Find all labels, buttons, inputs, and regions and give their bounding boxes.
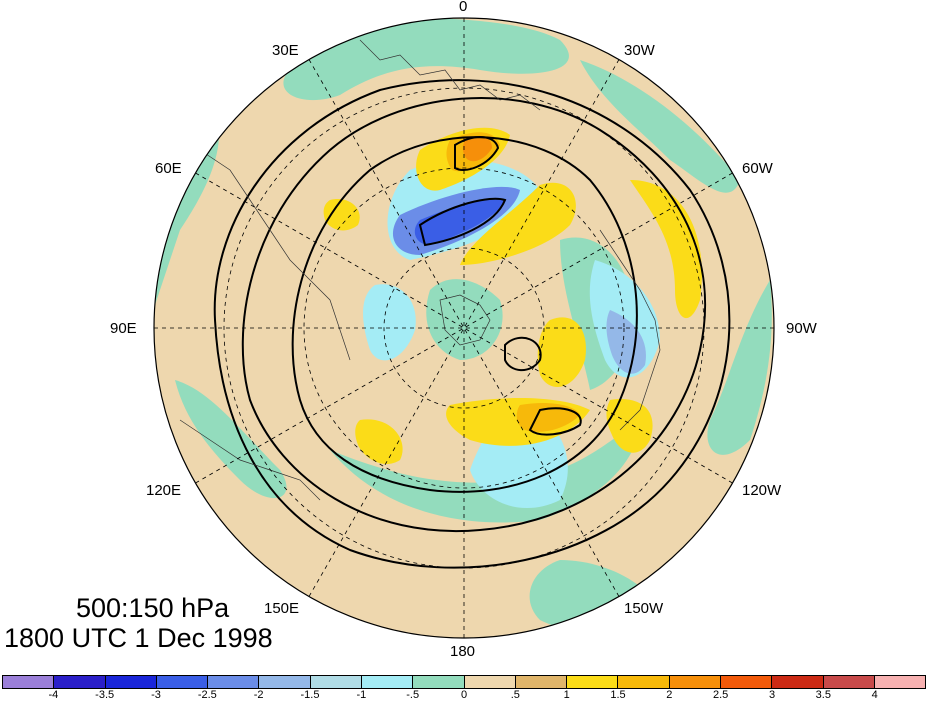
contour-line: [291, 136, 638, 493]
colorbar-tick-label: .5: [510, 689, 520, 701]
colorbar-tick-label: 2.5: [713, 689, 729, 701]
negative-anomaly-region: [363, 284, 416, 361]
positive-anomaly-region: [323, 199, 360, 231]
zero-field-region: [283, 18, 569, 101]
strong-negative-region: [606, 310, 646, 374]
colorbar-segment: [874, 676, 926, 688]
colorbar-segment: [156, 676, 209, 688]
coastline: [439, 294, 491, 346]
colorbar-segment: [567, 676, 619, 688]
contour-line: [504, 336, 542, 372]
colorbar: [2, 675, 926, 689]
colorbar-segment: [772, 676, 824, 688]
contour-line: [241, 97, 707, 533]
zero-field-region: [580, 60, 740, 193]
colorbar-segment: [310, 676, 362, 688]
zero-field-region: [707, 280, 772, 455]
colorbar-tick-label: -2.5: [197, 689, 217, 701]
colorbar-segment: [208, 676, 260, 688]
lon-label-30w: 30W: [624, 42, 655, 59]
contour-line: [213, 79, 731, 569]
colorbar-tick-label: 4: [871, 689, 878, 701]
lon-label-90e: 90E: [110, 320, 137, 337]
zero-field-region: [330, 420, 640, 523]
lon-label-90w: 90W: [786, 320, 817, 337]
colorbar-tick-label: 3.5: [815, 689, 831, 701]
lon-label-30e: 30E: [272, 42, 299, 59]
lon-label-120e: 120E: [146, 482, 182, 499]
positive-anomaly-region: [462, 135, 492, 162]
colorbar-tick-label: 3: [768, 689, 776, 701]
colorbar-tick-label: -4: [48, 689, 59, 701]
colorbar-tick-label: 1: [563, 689, 570, 701]
positive-anomaly-region: [606, 399, 653, 453]
colorbar-tick-label: 0: [460, 689, 468, 701]
coastline: [199, 149, 351, 361]
colorbar-segment: [259, 676, 311, 688]
coastline: [599, 229, 661, 431]
colorbar-segment: [823, 676, 875, 688]
colorbar-tick-label: -.5: [406, 689, 420, 701]
colorbar-tick-label: -1.5: [300, 689, 320, 701]
latitude-circle: [223, 87, 705, 569]
coastline: [359, 39, 541, 111]
colorbar-segment: [3, 676, 55, 688]
lon-label-120w: 120W: [742, 482, 782, 499]
lon-label-150e: 150E: [264, 600, 300, 617]
colorbar-segment: [618, 676, 670, 688]
colorbar-tick-label: 1.5: [610, 689, 626, 701]
positive-anomaly-region: [537, 317, 586, 387]
colorbar-segment: [361, 676, 414, 688]
contour-line: [528, 407, 582, 436]
colorbar-tick-label: -1: [356, 689, 367, 701]
map-title-time: 1800 UTC 1 Dec 1998: [4, 623, 273, 653]
contour-line: [418, 197, 507, 247]
colorbar-segment: [105, 676, 157, 688]
colorbar-segment: [515, 676, 568, 688]
lon-label-0: 0: [459, 0, 468, 15]
colorbar-segment: [720, 676, 773, 688]
colorbar-tick-label: -2: [253, 689, 264, 701]
contour-line: [454, 136, 500, 171]
strong-negative-region: [414, 198, 505, 245]
lon-label-60w: 60W: [742, 160, 773, 177]
positive-anomaly-region: [630, 180, 702, 319]
map-title-level: 500:150 hPa: [76, 593, 230, 623]
colorbar-segment: [413, 676, 465, 688]
colorbar-tick-label: -3.5: [95, 689, 115, 701]
lon-label-150w: 150W: [624, 600, 664, 617]
colorbar-tick-label: 2: [666, 689, 673, 701]
latitude-circle: [383, 247, 545, 409]
colorbar-segment: [54, 676, 106, 688]
lon-label-180: 180: [450, 643, 476, 660]
latitude-circle: [303, 167, 625, 489]
zero-field-region: [175, 380, 287, 499]
zero-field-region: [426, 279, 503, 360]
coastline: [179, 419, 321, 501]
positive-anomaly-region: [355, 419, 403, 465]
colorbar-segment: [669, 676, 721, 688]
colorbar-segment: [464, 676, 516, 688]
globe-outline: [153, 17, 775, 639]
positive-anomaly-region: [460, 182, 576, 265]
colorbar-tick-label: -3: [151, 689, 161, 701]
lon-label-60e: 60E: [155, 160, 182, 177]
